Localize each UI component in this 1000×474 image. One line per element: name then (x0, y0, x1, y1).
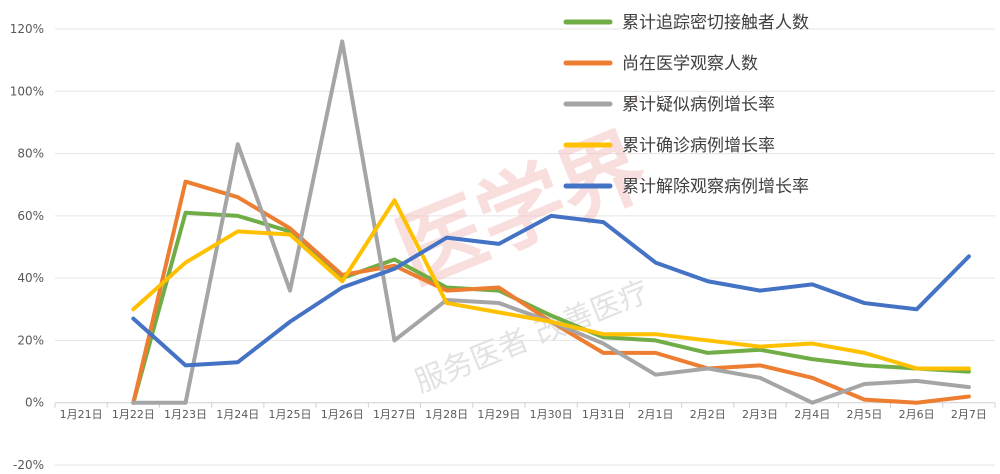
legend-label: 累计解除观察病例增长率 (622, 177, 809, 197)
y-tick-label: -20% (13, 458, 44, 472)
x-tick-label: 2月5日 (846, 408, 882, 421)
x-tick-label: 1月29日 (477, 408, 520, 421)
x-tick-label: 1月23日 (164, 408, 207, 421)
x-tick-label: 1月22日 (112, 408, 155, 421)
y-tick-label: 40% (17, 271, 44, 285)
legend-label: 累计追踪密切接触者人数 (622, 13, 809, 33)
y-tick-label: 60% (17, 209, 44, 223)
x-tick-label: 1月31日 (582, 408, 625, 421)
y-tick-label: 20% (17, 333, 44, 347)
x-tick-label: 2月3日 (742, 408, 778, 421)
x-tick-label: 2月1日 (638, 408, 674, 421)
x-tick-label: 1月25日 (269, 408, 312, 421)
y-tick-label: 80% (17, 147, 44, 161)
x-tick-label: 2月2日 (690, 408, 726, 421)
legend-label: 尚在医学观察人数 (622, 54, 758, 74)
legend-label: 累计确诊病例增长率 (622, 136, 775, 156)
x-tick-label: 1月26日 (321, 408, 364, 421)
legend-label: 累计疑似病例增长率 (622, 95, 775, 115)
y-tick-label: 0% (25, 396, 44, 410)
x-tick-label: 2月7日 (951, 408, 987, 421)
series-line-5 (131, 213, 971, 368)
legend: 累计追踪密切接触者人数尚在医学观察人数累计疑似病例增长率累计确诊病例增长率累计解… (563, 13, 809, 197)
x-tick-label: 1月27日 (373, 408, 416, 421)
series-line-4 (131, 198, 971, 371)
series-line-1 (131, 210, 971, 405)
y-tick-label: 100% (10, 84, 44, 98)
x-tick-label: 2月6日 (899, 408, 935, 421)
y-axis-ticks: -20% 0% 20% 40% 60% 80% 100% 120% (10, 22, 44, 472)
x-tick-label: 1月28日 (425, 408, 468, 421)
series-lines (131, 39, 971, 405)
x-tick-label: 1月24日 (216, 408, 259, 421)
x-tick-label: 1月21日 (60, 408, 103, 421)
x-axis-ticks: 1月21日 1月22日 1月23日 1月24日 1月25日 1月26日 1月27日 1月28日… (54, 402, 996, 421)
y-tick-label: 120% (10, 22, 44, 36)
x-tick-label: 2月4日 (794, 408, 830, 421)
watermark-registered: ® (628, 91, 644, 108)
x-tick-label: 1月30日 (530, 408, 573, 421)
